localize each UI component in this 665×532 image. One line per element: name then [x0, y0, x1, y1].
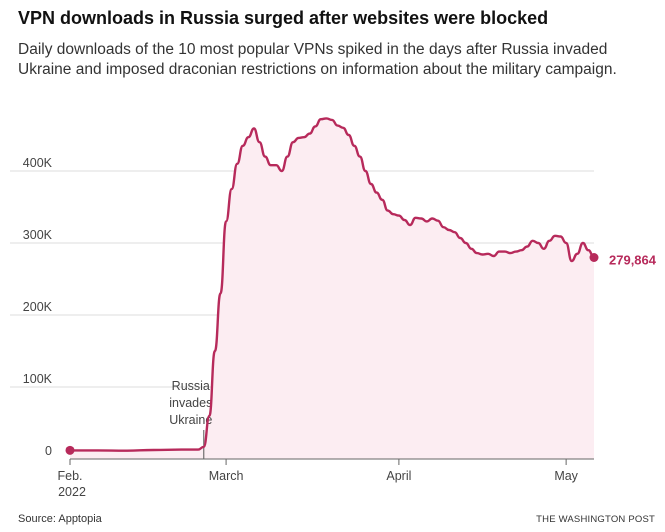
- annotation-line-3: Ukraine: [169, 413, 212, 427]
- x-tick-label: May: [554, 469, 578, 483]
- x-tick-label: March: [209, 469, 244, 483]
- end-point: [589, 252, 599, 262]
- y-tick-label: 100K: [23, 372, 53, 386]
- x-tick-label: April: [386, 469, 411, 483]
- event-annotation: Russia invades Ukraine: [169, 379, 212, 427]
- annotation-line-2: invades: [169, 396, 212, 410]
- y-axis-ticks: 0 100K 200K 300K 400K: [23, 156, 53, 458]
- x-tick-label: Feb.: [57, 469, 82, 483]
- y-tick-label: 300K: [23, 228, 53, 242]
- x-tick-sublabel: 2022: [58, 485, 86, 499]
- chart-title: VPN downloads in Russia surged after web…: [18, 8, 549, 28]
- publisher-credit: THE WASHINGTON POST: [536, 514, 655, 525]
- y-tick-label: 400K: [23, 156, 53, 170]
- series-area: [70, 118, 594, 460]
- y-tick-label: 0: [45, 444, 52, 458]
- source-note: Source: Apptopia: [18, 513, 102, 525]
- series-line: [68, 117, 596, 452]
- chart-subtitle: Daily downloads of the 10 most popular V…: [18, 41, 617, 78]
- end-value-label: 279,864: [609, 252, 657, 267]
- start-point: [65, 445, 75, 455]
- annotation-line-1: Russia: [172, 379, 210, 393]
- x-axis-ticks: Feb. 2022 March April May: [57, 459, 579, 499]
- y-tick-label: 200K: [23, 300, 53, 314]
